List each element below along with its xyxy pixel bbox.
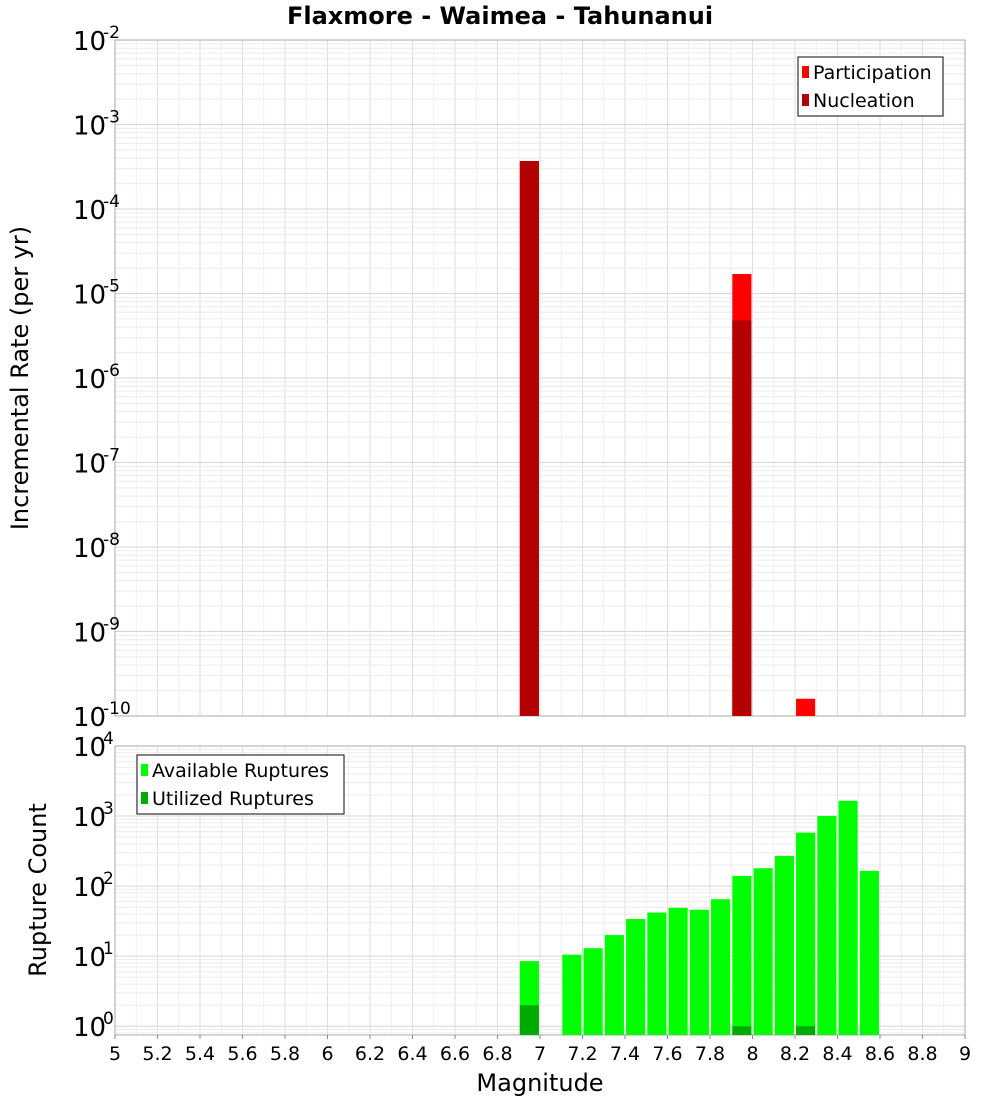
top-legend-box: [797, 56, 944, 117]
x-tick-label: 6.6: [440, 1043, 470, 1065]
top-plot-gridlines: [114, 39, 966, 717]
top-y-tick-exponent: -4: [103, 192, 120, 212]
available-ruptures-bar: [711, 899, 731, 1035]
available-ruptures-bar: [838, 800, 858, 1035]
top-y-tick-exponent: -2: [103, 23, 120, 43]
available-ruptures-bar: [604, 935, 624, 1035]
participation-bar: [796, 698, 816, 716]
bottom-legend-box: [136, 754, 345, 815]
top-y-axis-label: Incremental Rate (per yr): [6, 226, 34, 530]
x-tick-label: 7.8: [695, 1043, 725, 1065]
bottom-y-tick-exponent: 2: [103, 869, 114, 889]
top-y-tick-label: 10: [73, 619, 106, 649]
x-tick-label: 7.4: [610, 1043, 640, 1065]
utilized-ruptures-bar: [519, 1005, 539, 1035]
x-tick-label: 8.4: [822, 1043, 852, 1065]
utilized-ruptures-legend-label: Utilized Ruptures: [152, 788, 314, 810]
x-tick-label: 8.8: [907, 1043, 937, 1065]
x-tick-label: 6.4: [397, 1043, 427, 1065]
top-plot-bars: [519, 160, 816, 717]
x-tick-label: 8.6: [865, 1043, 895, 1065]
x-tick-label: 7.2: [567, 1043, 597, 1065]
top-y-tick-label: 10: [73, 27, 106, 57]
top-y-tick-label: 10: [73, 281, 106, 311]
available-ruptures-bar: [583, 948, 603, 1035]
top-y-tick-label: 10: [73, 365, 106, 395]
top-plot-area: [114, 39, 966, 717]
x-tick-label: 7.6: [652, 1043, 682, 1065]
top-y-tick-exponent: -10: [103, 699, 131, 719]
bottom-y-axis-label: Rupture Count: [24, 803, 52, 977]
x-tick-label: 5.6: [227, 1043, 257, 1065]
available-ruptures-bar: [562, 954, 582, 1035]
x-axis-ticks: 5 5.2 5.4 5.6 5.8 6 6.2 6.4 6.6 6.8 7 7.2 7.4 7.6 7.8 8…: [109, 1035, 971, 1065]
top-y-tick-label: 10: [73, 196, 106, 226]
nucleation-bar: [519, 160, 539, 717]
available-ruptures-bar: [859, 870, 879, 1035]
x-axis-label: Magnitude: [476, 1069, 603, 1097]
utilized-ruptures-legend-swatch: [141, 792, 148, 804]
nucleation-legend-label: Nucleation: [813, 90, 915, 112]
x-tick-label: 6.2: [355, 1043, 385, 1065]
bottom-y-tick-exponent: 4: [103, 729, 114, 749]
available-ruptures-legend-label: Available Ruptures: [152, 760, 329, 782]
x-tick-label: 8: [746, 1043, 758, 1065]
bottom-y-tick-exponent: 3: [103, 799, 114, 819]
utilized-ruptures-bar: [796, 1026, 816, 1035]
x-tick-label: 5.2: [142, 1043, 172, 1065]
x-tick-label: 7: [534, 1043, 546, 1065]
participation-legend-label: Participation: [813, 62, 932, 84]
x-tick-label: 8.2: [780, 1043, 810, 1065]
x-tick-label: 6.8: [482, 1043, 512, 1065]
utilized-ruptures-bar: [732, 1026, 752, 1035]
x-tick-label: 9: [959, 1043, 971, 1065]
bottom-y-tick-label: 10: [73, 873, 106, 903]
top-y-ticks: 10-210-310-410-510-610-710-810-910-10: [73, 23, 131, 733]
bottom-y-tick-label: 10: [73, 803, 106, 833]
x-tick-label: 5: [109, 1043, 121, 1065]
top-y-tick-label: 10: [73, 450, 106, 480]
x-tick-label: 5.4: [185, 1043, 215, 1065]
top-y-tick-exponent: -7: [103, 446, 120, 466]
available-ruptures-bar: [626, 918, 646, 1035]
bottom-y-tick-label: 10: [73, 733, 106, 763]
top-y-tick-label: 10: [73, 534, 106, 564]
bottom-plot-bars: [519, 800, 879, 1035]
top-y-tick-label: 10: [73, 112, 106, 142]
top-y-tick-exponent: -5: [103, 277, 120, 297]
nucleation-legend-swatch: [802, 94, 809, 106]
available-ruptures-bar: [732, 875, 752, 1035]
bottom-legend: Available Ruptures Utilized Ruptures: [136, 754, 345, 815]
available-ruptures-bar: [668, 907, 688, 1035]
available-ruptures-bar: [647, 912, 667, 1035]
nucleation-bar: [732, 320, 752, 716]
top-y-tick-exponent: -8: [103, 530, 120, 550]
available-ruptures-bar: [796, 832, 816, 1035]
available-ruptures-bar: [774, 855, 794, 1035]
bottom-y-tick-label: 10: [73, 1013, 106, 1043]
chart-title: Flaxmore - Waimea - Tahunanui: [287, 2, 713, 30]
bottom-y-tick-exponent: 1: [103, 939, 114, 959]
available-ruptures-legend-swatch: [141, 764, 148, 776]
bottom-y-tick-label: 10: [73, 943, 106, 973]
top-legend: Participation Nucleation: [797, 56, 944, 117]
x-tick-label: 5.8: [270, 1043, 300, 1065]
participation-legend-swatch: [802, 66, 809, 78]
x-tick-label: 6: [321, 1043, 333, 1065]
top-y-tick-exponent: -3: [103, 108, 120, 128]
available-ruptures-bar: [753, 868, 773, 1035]
top-y-tick-exponent: -9: [103, 615, 120, 635]
top-y-tick-label: 10: [73, 703, 106, 733]
available-ruptures-bar: [689, 909, 709, 1035]
bottom-y-tick-exponent: 0: [103, 1009, 114, 1029]
top-y-tick-exponent: -6: [103, 361, 120, 381]
available-ruptures-bar: [817, 816, 837, 1035]
